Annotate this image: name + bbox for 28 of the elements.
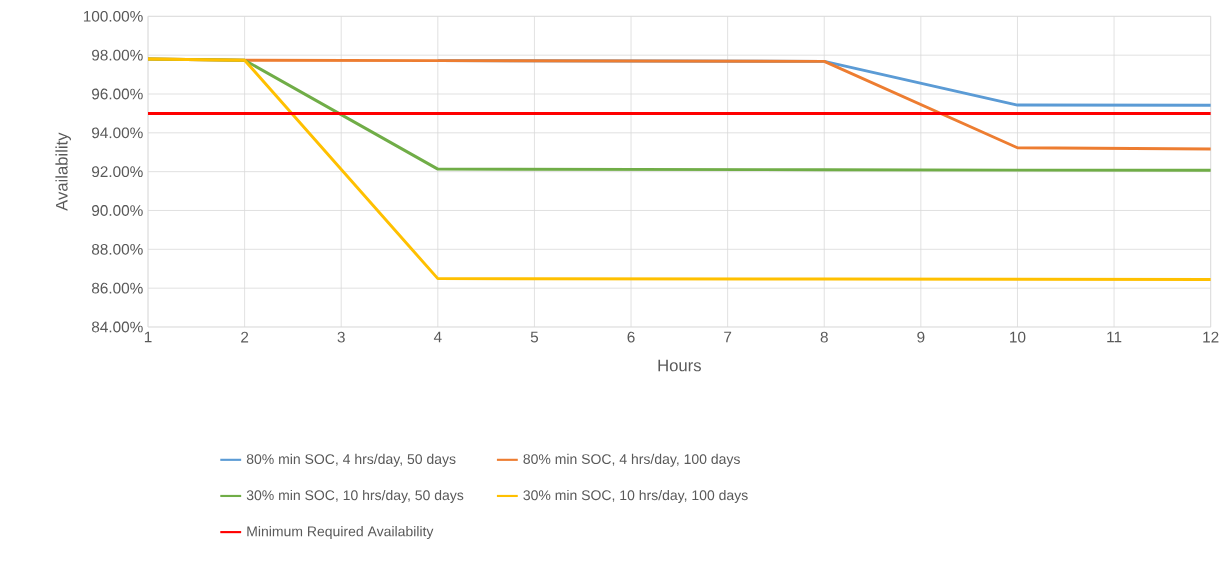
x-tick-label: 9	[917, 331, 925, 343]
x-tick-label: 7	[724, 331, 732, 343]
y-tick-label: 98.00%	[92, 49, 143, 61]
y-tick-label: 100.00%	[83, 10, 143, 22]
y-tick-label: 96.00%	[92, 88, 143, 100]
x-axis-title: Hours	[658, 359, 701, 372]
legend-label: 30% min SOC, 10 hrs/day, 100 days	[523, 489, 748, 503]
x-tick-label: 3	[337, 331, 345, 343]
y-tick-label: 88.00%	[91, 243, 143, 255]
y-tick-label: 84.00%	[91, 321, 143, 333]
y-tick-label: 86.00%	[91, 282, 143, 294]
x-tick-label: 2	[241, 331, 249, 343]
y-tick-label: 92.00%	[92, 166, 143, 178]
x-tick-label: 8	[820, 331, 828, 343]
x-tick-label: 11	[1107, 331, 1122, 343]
x-tick-label: 6	[627, 331, 635, 343]
x-tick-label: 10	[1010, 331, 1026, 343]
y-tick-label: 90.00%	[92, 205, 143, 216]
x-tick-label: 12	[1203, 331, 1219, 343]
x-tick-label: 5	[530, 331, 539, 343]
x-tick-label: 4	[433, 331, 442, 343]
legend-label: 80% min SOC, 4 hrs/day, 50 days	[246, 453, 456, 467]
legend-label: 30% min SOC, 10 hrs/day, 50 days	[246, 489, 464, 503]
y-axis-title: Availability	[55, 132, 71, 211]
x-tick-label: 1	[144, 331, 152, 343]
legend-label: Minimum Required Availability	[247, 526, 434, 540]
legend-label: 80% min SOC, 4 hrs/day, 100 days	[523, 453, 740, 467]
y-tick-label: 94.00%	[92, 127, 143, 139]
